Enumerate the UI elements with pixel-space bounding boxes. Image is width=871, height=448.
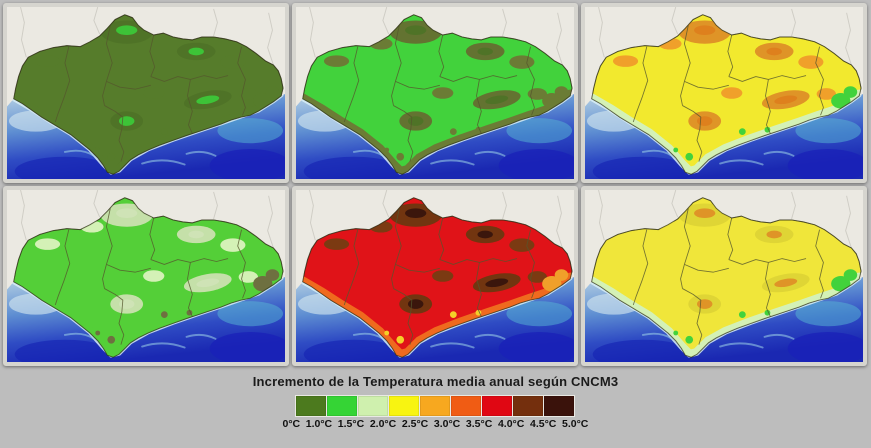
legend-tick-label: 1.5°C (337, 418, 365, 430)
map-panel-5 (292, 186, 578, 366)
andalusia-map (296, 190, 574, 362)
map-panel-3 (581, 3, 867, 183)
legend-swatch-4.0-4.5C (512, 395, 544, 417)
legend-tick-label: 4.5°C (529, 418, 557, 430)
andalusia-map (585, 190, 863, 362)
legend-swatch-2.0-2.5C (388, 395, 420, 417)
map-panel-4 (3, 186, 289, 366)
climate-maps-figure (3, 3, 867, 366)
legend-title: Incremento de la Temperatura media anual… (252, 374, 619, 389)
legend-tick-label: 5.0°C (562, 418, 589, 430)
andalusia-map (296, 7, 574, 179)
legend-swatch-0-1.0C (295, 395, 327, 417)
legend-swatch-4.5-5.0C (543, 395, 575, 417)
legend-tick-label: 2.5°C (401, 418, 429, 430)
map-panel-1 (3, 3, 289, 183)
legend: Incremento de la Temperatura media anual… (0, 374, 871, 430)
andalusia-map (585, 7, 863, 179)
legend-swatch-3.5-4.0C (481, 395, 513, 417)
andalusia-map (7, 190, 285, 362)
andalusia-map (7, 7, 285, 179)
legend-swatch-3.0-3.5C (450, 395, 482, 417)
legend-tick-label: 3.5°C (465, 418, 493, 430)
legend-tick-label: 4.0°C (497, 418, 525, 430)
map-panel-6 (581, 186, 867, 366)
legend-swatch-bar (295, 395, 575, 417)
legend-swatch-2.5-3.0C (419, 395, 451, 417)
legend-tick-labels: 0°C 1.0°C 1.5°C 2.0°C 2.5°C 3.0°C 3.5°C 4.0°C 4.… (283, 418, 589, 430)
legend-swatch-1.0-1.5C (326, 395, 358, 417)
map-panel-2 (292, 3, 578, 183)
legend-tick-label: 2.0°C (369, 418, 397, 430)
legend-tick-label: 3.0°C (433, 418, 461, 430)
legend-tick-label: 0°C (282, 418, 301, 430)
legend-tick-label: 1.0°C (305, 418, 333, 430)
legend-swatch-1.5-2.0C (357, 395, 389, 417)
